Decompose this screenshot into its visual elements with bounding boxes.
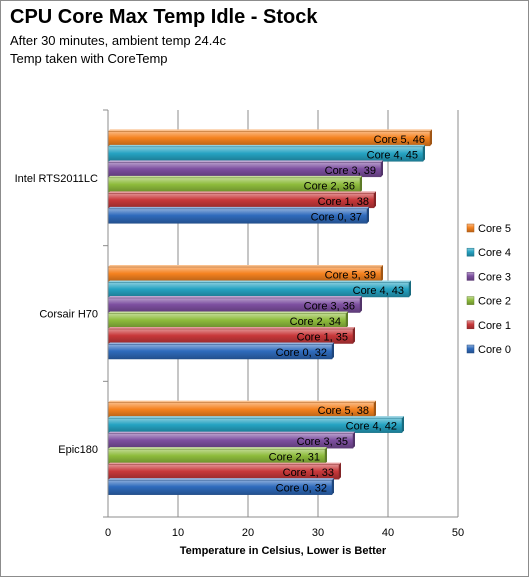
bar-data-label: Core 3, 39 — [325, 165, 376, 177]
bar-data-label: Core 5, 39 — [325, 270, 376, 282]
y-category-label: Epic180 — [58, 444, 98, 456]
bar-data-label: Core 1, 33 — [283, 467, 334, 479]
chart-title: CPU Core Max Temp Idle - Stock — [10, 6, 318, 28]
legend-item: Core 1 — [466, 320, 511, 332]
bar-data-label: Core 3, 35 — [297, 436, 348, 448]
bar-data-label: Core 5, 38 — [318, 405, 369, 417]
bar-data-label: Core 0, 37 — [311, 211, 362, 223]
bar — [107, 342, 334, 360]
legend-item: Core 2 — [466, 296, 511, 308]
legend-swatch — [466, 247, 475, 257]
x-tick-label: 0 — [105, 527, 111, 539]
bar — [107, 478, 334, 495]
bar-data-label: Core 0, 32 — [276, 347, 327, 359]
bar — [107, 431, 355, 449]
x-tick-label: 20 — [242, 527, 254, 539]
bar — [107, 280, 411, 298]
bar — [107, 160, 383, 178]
bar — [107, 327, 355, 344]
bar-data-label: Core 3, 36 — [304, 301, 355, 313]
bar — [107, 462, 341, 480]
x-tick-label: 10 — [172, 527, 184, 539]
bar — [107, 206, 369, 224]
legend-swatch — [466, 272, 475, 281]
x-tick-label: 50 — [452, 527, 464, 539]
x-tick-label: 30 — [312, 527, 324, 539]
bar — [107, 129, 432, 147]
bar-data-label: Core 2, 34 — [290, 316, 341, 328]
legend-item: Core 4 — [466, 247, 511, 259]
bar — [107, 175, 362, 193]
bar-data-label: Core 1, 35 — [297, 332, 348, 344]
legend-swatch — [466, 223, 475, 233]
legend-label: Core 0 — [478, 344, 511, 356]
y-category-label: Intel RTS2011LC — [15, 173, 98, 185]
legend-label: Core 5 — [478, 223, 511, 235]
bar-data-label: Core 1, 38 — [318, 196, 369, 208]
y-category-label: Corsair H70 — [39, 309, 98, 321]
chart-subtitle-line-1: After 30 minutes, ambient temp 24.4c — [10, 33, 227, 48]
legend-label: Core 3 — [478, 271, 511, 283]
bar-data-label: Core 4, 43 — [353, 285, 404, 297]
legend-item: Core 5 — [466, 223, 511, 235]
legend-swatch — [466, 344, 475, 354]
x-tick-label: 40 — [382, 527, 394, 539]
bar-data-label: Core 5, 46 — [374, 134, 425, 146]
legend-label: Core 1 — [478, 320, 511, 332]
x-axis-title: Temperature in Celsius, Lower is Better — [179, 545, 387, 557]
bar — [107, 144, 425, 162]
bar-data-label: Core 2, 36 — [304, 180, 355, 192]
legend-item: Core 0 — [466, 344, 511, 356]
bar — [107, 311, 348, 329]
bar — [107, 447, 327, 464]
bar-data-label: Core 4, 42 — [346, 421, 397, 433]
bar-data-label: Core 4, 45 — [367, 149, 418, 161]
legend-swatch — [466, 296, 475, 305]
bar-data-label: Core 2, 31 — [269, 452, 320, 464]
legend-label: Core 2 — [478, 296, 511, 308]
bar-data-label: Core 0, 32 — [276, 483, 327, 495]
legend-label: Core 4 — [478, 247, 511, 259]
legend-swatch — [466, 320, 475, 330]
chart-subtitle-line-2: Temp taken with CoreTemp — [10, 51, 168, 66]
legend-item: Core 3 — [466, 271, 511, 283]
